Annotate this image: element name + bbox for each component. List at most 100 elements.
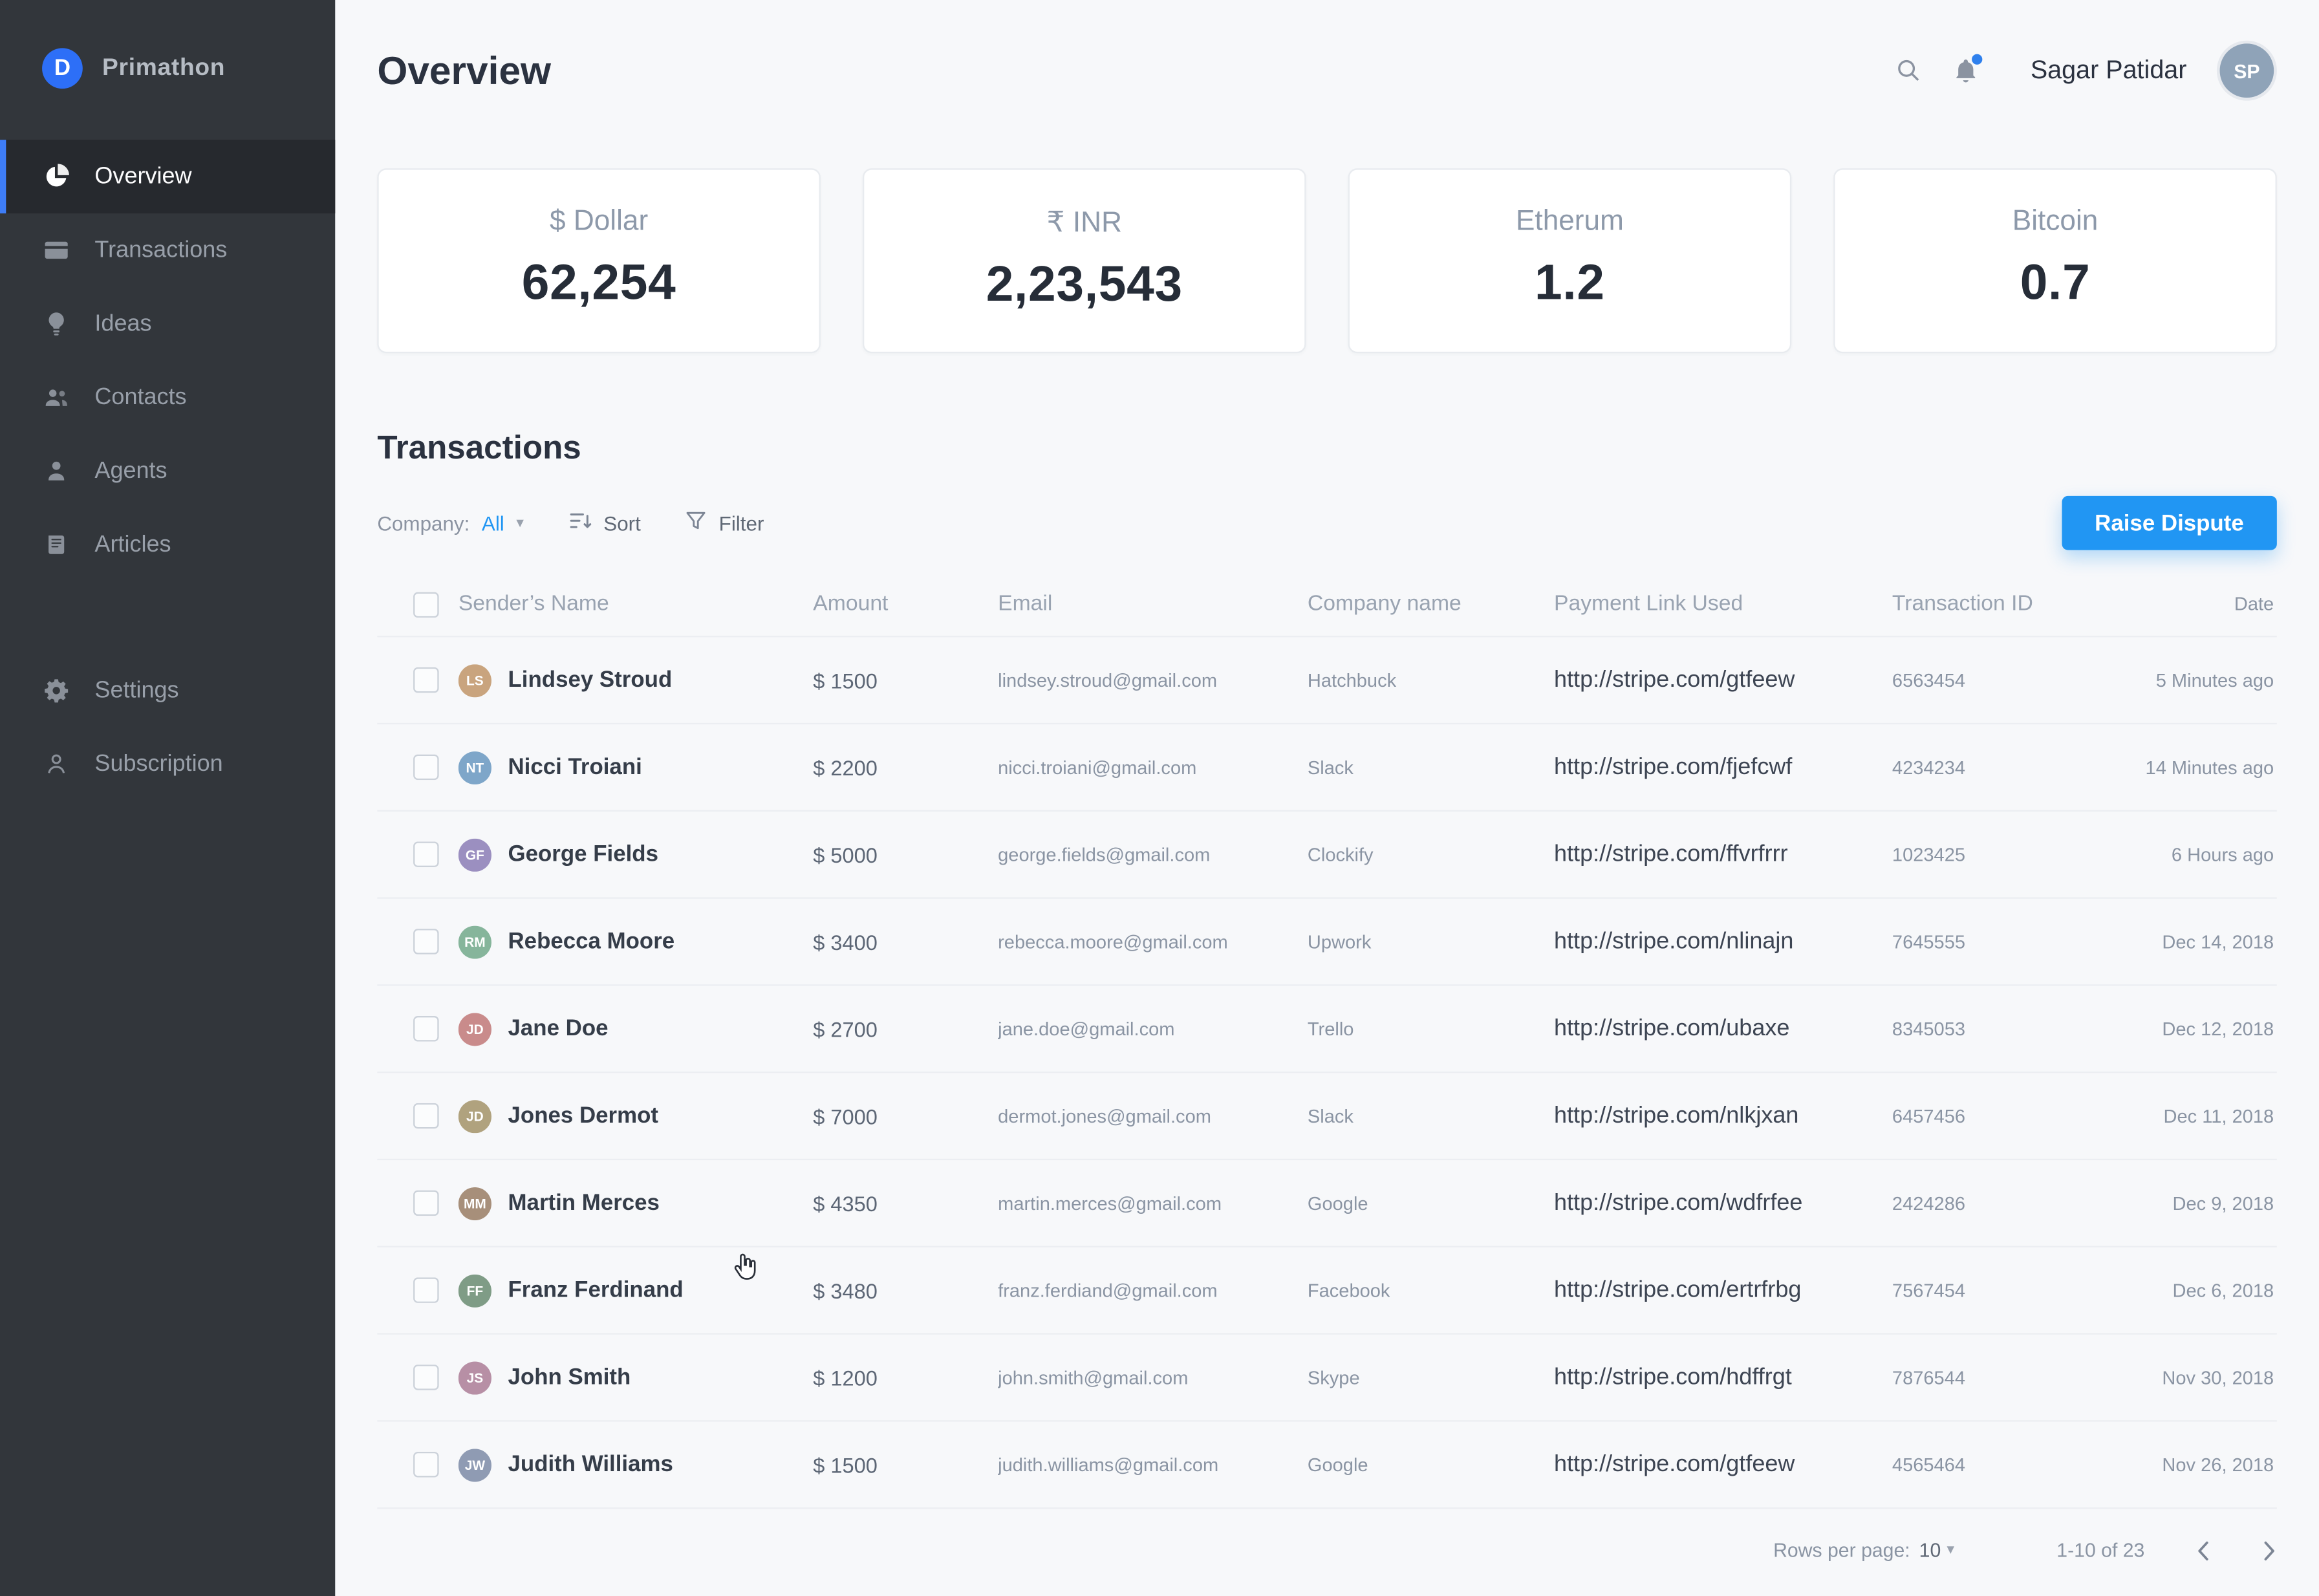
table-row[interactable]: JD Jones Dermot $ 7000 dermot.jones@gmail…: [377, 1073, 2277, 1161]
email: jane.doe@gmail.com: [998, 1019, 1175, 1040]
row-checkbox[interactable]: [413, 929, 439, 955]
table-row[interactable]: LS Lindsey Stroud $ 1500 lindsey.stroud@g…: [377, 638, 2277, 725]
column-header-payment-link[interactable]: Payment Link Used: [1554, 592, 1743, 617]
sidebar-item-label: Contacts: [94, 383, 187, 410]
row-checkbox[interactable]: [413, 1277, 439, 1304]
payment-link[interactable]: http://stripe.com/nlinajn: [1554, 928, 1794, 954]
credit-card-icon: [42, 237, 69, 263]
row-checkbox[interactable]: [413, 1364, 439, 1391]
sidebar-item-articles[interactable]: Articles: [0, 508, 335, 582]
row-checkbox[interactable]: [413, 1103, 439, 1129]
transaction-id: 4234234: [1892, 757, 1966, 779]
payment-link[interactable]: http://stripe.com/ertrfrbg: [1554, 1277, 1802, 1303]
sender-name: Rebecca Moore: [508, 929, 675, 955]
table-row[interactable]: MM Martin Merces $ 4350 martin.merces@gma…: [377, 1161, 2277, 1248]
people-icon: [42, 385, 69, 411]
previous-page-button[interactable]: [2195, 1540, 2210, 1562]
amount: $ 4350: [813, 1191, 878, 1216]
transactions-table: Sender’s Name Amount Email Company name …: [377, 573, 2277, 1509]
column-header-sender[interactable]: Sender’s Name: [458, 592, 609, 617]
sender-avatar: GF: [458, 838, 491, 872]
date: Dec 9, 2018: [2172, 1192, 2274, 1214]
transaction-id: 4565464: [1892, 1454, 1966, 1476]
payment-link[interactable]: http://stripe.com/hdffrgt: [1554, 1364, 1792, 1390]
sender-avatar: FF: [458, 1274, 491, 1308]
payment-link[interactable]: http://stripe.com/gtfeew: [1554, 1451, 1795, 1477]
filter-button[interactable]: Filter: [686, 512, 764, 535]
search-icon[interactable]: [1895, 57, 1923, 84]
row-checkbox[interactable]: [413, 842, 439, 868]
company-name: Hatchbuck: [1307, 669, 1397, 691]
next-page-button[interactable]: [2262, 1540, 2277, 1562]
payment-link[interactable]: http://stripe.com/ubaxe: [1554, 1015, 1790, 1041]
sender-avatar: JW: [458, 1448, 491, 1482]
sender-name: Jane Doe: [508, 1016, 609, 1042]
column-header-transaction-id[interactable]: Transaction ID: [1892, 592, 2033, 617]
stat-label: Bitcoin: [2012, 206, 2098, 238]
table-header-row: Sender’s Name Amount Email Company name …: [377, 573, 2277, 638]
sidebar-item-label: Articles: [94, 531, 171, 557]
email: nicci.troiani@gmail.com: [998, 757, 1197, 779]
rows-per-page-dropdown[interactable]: 10 ▾: [1919, 1539, 1955, 1562]
sidebar-item-settings[interactable]: Settings: [0, 654, 335, 728]
stat-label: ₹ INR: [1046, 207, 1122, 239]
sidebar-item-overview[interactable]: Overview: [0, 140, 336, 214]
stat-card-dollar: $ Dollar 62,254: [377, 168, 821, 354]
chevron-down-icon: ▾: [516, 515, 524, 532]
column-header-date[interactable]: Date: [2234, 594, 2274, 616]
payment-link[interactable]: http://stripe.com/gtfeew: [1554, 667, 1795, 693]
table-row[interactable]: JS John Smith $ 1200 john.smith@gmail.com…: [377, 1335, 2277, 1423]
select-all-checkbox[interactable]: [413, 592, 439, 618]
column-header-email[interactable]: Email: [998, 592, 1053, 617]
company-name: Upwork: [1307, 931, 1372, 953]
row-checkbox[interactable]: [413, 1452, 439, 1478]
transaction-id: 2424286: [1892, 1192, 1966, 1214]
date: Nov 30, 2018: [2162, 1367, 2274, 1388]
amount: $ 2200: [813, 755, 878, 780]
sidebar-item-subscription[interactable]: Subscription: [0, 728, 335, 801]
payment-link[interactable]: http://stripe.com/ffvrfrrr: [1554, 841, 1788, 867]
amount: $ 1200: [813, 1365, 878, 1390]
main-content: Overview Sagar Patidar SP $ Dollar: [335, 0, 2319, 1596]
brand-name: Primathon: [102, 54, 226, 81]
table-row[interactable]: JW Judith Williams $ 1500 judith.williams…: [377, 1422, 2277, 1509]
row-checkbox[interactable]: [413, 667, 439, 693]
table-row[interactable]: JD Jane Doe $ 2700 jane.doe@gmail.com Tre…: [377, 986, 2277, 1073]
sidebar-item-contacts[interactable]: Contacts: [0, 361, 335, 435]
raise-dispute-button[interactable]: Raise Dispute: [2062, 496, 2277, 551]
company-filter-dropdown[interactable]: Company: All ▾: [377, 512, 524, 535]
user-avatar[interactable]: SP: [2216, 40, 2277, 101]
row-checkbox[interactable]: [413, 755, 439, 781]
table-row[interactable]: GF George Fields $ 5000 george.fields@gma…: [377, 812, 2277, 900]
row-checkbox[interactable]: [413, 1016, 439, 1042]
column-header-company[interactable]: Company name: [1307, 592, 1462, 617]
sidebar-item-label: Subscription: [94, 750, 223, 777]
notifications-bell-icon[interactable]: [1952, 54, 1983, 84]
sender-avatar: JS: [458, 1361, 491, 1395]
payment-link[interactable]: http://stripe.com/wdfrfee: [1554, 1190, 1803, 1216]
sidebar-item-agents[interactable]: Agents: [0, 435, 335, 508]
sender-name: Lindsey Stroud: [508, 667, 673, 693]
sort-button[interactable]: Sort: [569, 512, 641, 535]
column-header-amount[interactable]: Amount: [813, 592, 889, 617]
table-row[interactable]: RM Rebecca Moore $ 3400 rebecca.moore@gma…: [377, 899, 2277, 987]
stat-value: 0.7: [2020, 253, 2091, 310]
sender-avatar: JD: [458, 1012, 491, 1046]
sender-name: Nicci Troiani: [508, 755, 642, 781]
sidebar-item-transactions[interactable]: Transactions: [0, 213, 335, 287]
transaction-id: 6457456: [1892, 1105, 1966, 1127]
person-outline-icon: [42, 751, 69, 777]
payment-link[interactable]: http://stripe.com/nlkjxan: [1554, 1103, 1799, 1128]
topbar: Overview Sagar Patidar SP: [377, 0, 2277, 102]
table-row[interactable]: FF Franz Ferdinand $ 3480 franz.ferdiand@…: [377, 1248, 2277, 1335]
payment-link[interactable]: http://stripe.com/fjefcwf: [1554, 754, 1793, 780]
row-checkbox[interactable]: [413, 1191, 439, 1216]
amount: $ 7000: [813, 1104, 878, 1128]
transaction-id: 1023425: [1892, 844, 1966, 866]
table-row[interactable]: NT Nicci Troiani $ 2200 nicci.troiani@gma…: [377, 725, 2277, 812]
sender-avatar: JD: [458, 1099, 491, 1133]
email: judith.williams@gmail.com: [998, 1454, 1219, 1476]
sidebar-item-ideas[interactable]: Ideas: [0, 287, 335, 361]
stat-card-etherum: Etherum 1.2: [1348, 168, 1792, 354]
